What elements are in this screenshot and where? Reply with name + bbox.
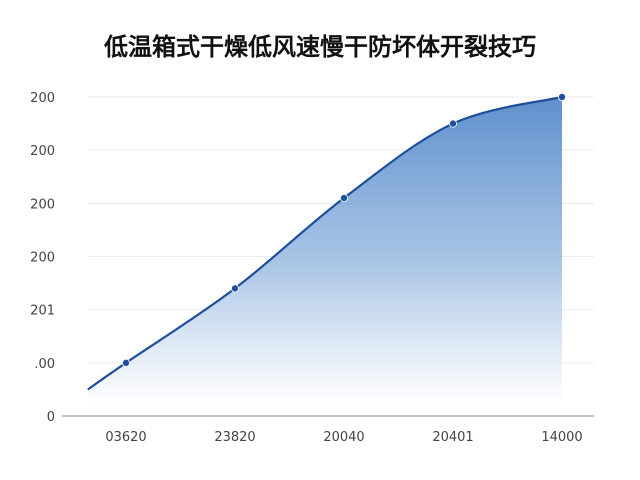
y-tick-label: 200	[30, 197, 55, 212]
data-points	[122, 93, 567, 367]
y-tick-label: 200	[30, 91, 55, 106]
x-tick-label: 03620	[105, 430, 146, 445]
y-tick-label: 200	[30, 144, 55, 159]
data-point	[448, 119, 457, 128]
data-point	[122, 358, 131, 367]
y-tick-label: 201	[30, 304, 55, 319]
y-tick-label: 0	[47, 410, 55, 425]
x-tick-label: 20401	[432, 430, 473, 445]
x-tick-label: 20040	[323, 430, 364, 445]
data-point	[339, 194, 348, 203]
y-tick-label: .00	[34, 357, 55, 372]
x-axis-labels: 03620 23820 20040 20401 14000	[105, 430, 582, 445]
x-tick-label: 14000	[541, 430, 582, 445]
chart-title: 低温箱式干燥低风速慢干防坏体开裂技巧	[104, 33, 536, 61]
data-point	[230, 284, 239, 293]
x-tick-label: 23820	[214, 430, 255, 445]
data-point	[558, 93, 567, 102]
y-tick-label: 200	[30, 251, 55, 266]
area-fill	[87, 97, 562, 406]
y-axis-labels: 0 .00 201 200 200 200 200	[30, 91, 55, 425]
